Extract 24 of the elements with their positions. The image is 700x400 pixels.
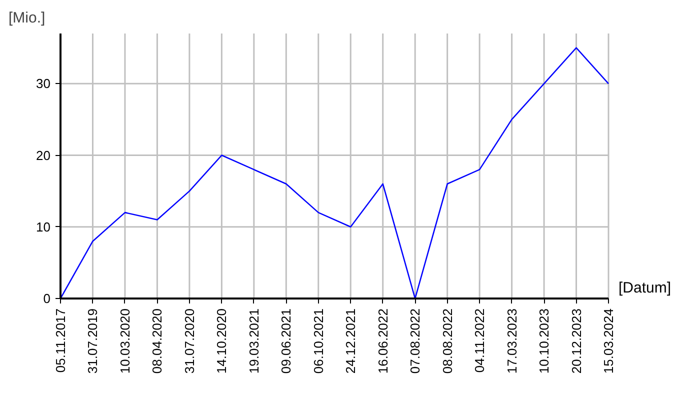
x-tick-label: 08.04.2020 — [150, 308, 165, 374]
x-axis-title: [Datum] — [618, 280, 672, 296]
y-axis-title: [Mio.] — [8, 10, 46, 26]
x-tick-label: 24.12.2021 — [343, 308, 358, 374]
x-tick-label: 17.03.2023 — [504, 308, 520, 374]
x-tick-label: 10.03.2020 — [117, 308, 132, 374]
x-tick-label: 08.08.2022 — [440, 308, 455, 374]
x-tick-label: 16.06.2022 — [375, 308, 390, 374]
x-tick-label: 31.07.2020 — [182, 308, 197, 374]
x-tick-label: 14.10.2020 — [214, 308, 230, 374]
x-tick-label: 19.03.2021 — [246, 308, 262, 374]
x-tick-label: 31.07.2019 — [85, 308, 100, 374]
x-tick-label: 09.06.2021 — [278, 308, 294, 374]
y-tick-label: 20 — [36, 148, 51, 163]
y-tick-label: 10 — [36, 219, 51, 234]
x-tick-label: 06.10.2021 — [310, 308, 326, 374]
x-tick-label: 20.12.2023 — [568, 308, 584, 374]
x-tick-label: 07.08.2022 — [408, 308, 423, 374]
x-tick-label: 05.11.2017 — [53, 308, 68, 373]
y-tick-label: 0 — [43, 291, 51, 306]
x-tick-label: 04.11.2022 — [472, 308, 488, 373]
x-tick-label: 10.10.2023 — [536, 308, 552, 374]
y-tick-label: 30 — [36, 76, 51, 92]
x-tick-label: 15.03.2024 — [601, 308, 616, 374]
